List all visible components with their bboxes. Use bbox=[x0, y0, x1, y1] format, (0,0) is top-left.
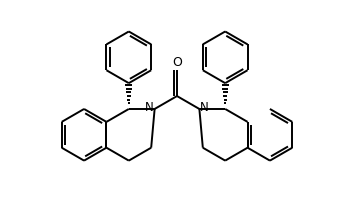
Text: N: N bbox=[200, 102, 209, 114]
Text: O: O bbox=[172, 56, 182, 69]
Text: N: N bbox=[145, 102, 154, 114]
